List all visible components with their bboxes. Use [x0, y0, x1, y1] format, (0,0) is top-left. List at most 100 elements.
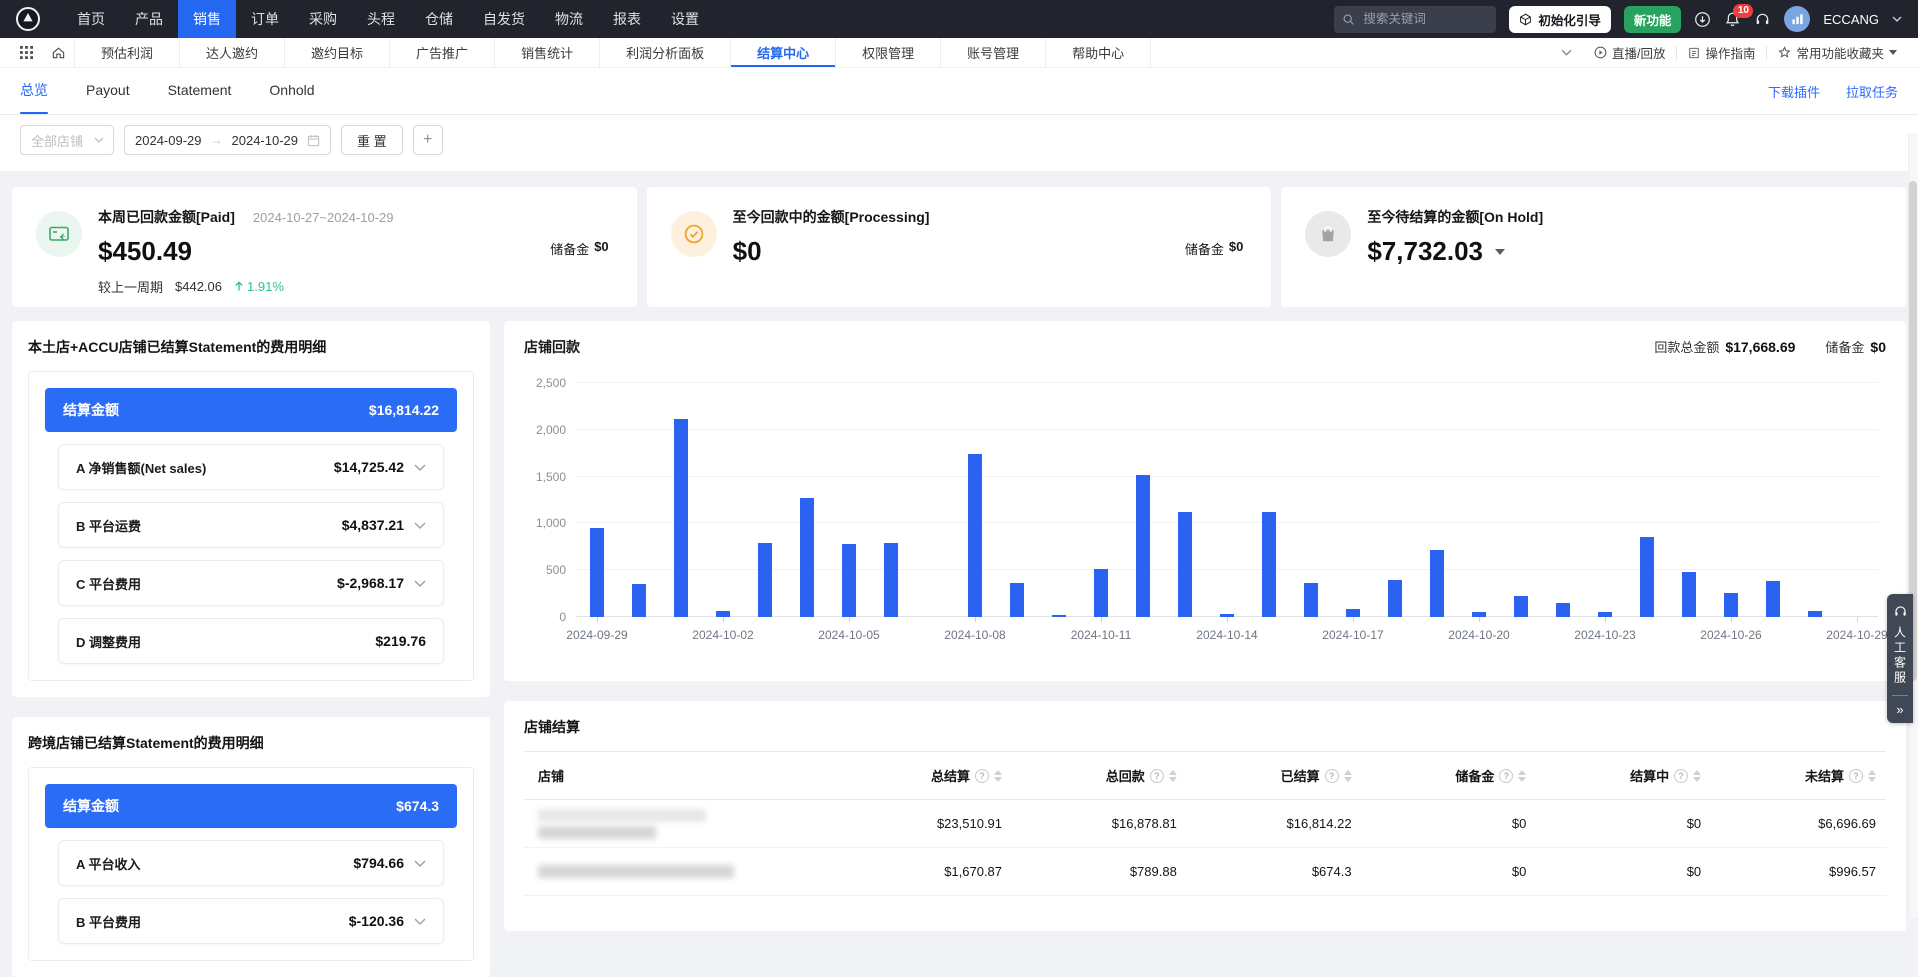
fee-item-row[interactable]: C 平台费用 $-2,968.17	[58, 560, 444, 606]
date-start-value[interactable]: 2024-09-29	[135, 132, 202, 148]
headset-icon[interactable]	[1754, 11, 1771, 28]
date-end-value[interactable]: 2024-10-29	[231, 132, 299, 148]
chart-gridline	[576, 522, 1878, 524]
live-replay-label: 直播/回放	[1611, 47, 1666, 61]
toolbar-tab[interactable]: 达人邀约	[180, 38, 286, 67]
init-guide-button[interactable]: 初始化引导	[1509, 5, 1611, 33]
fee-item-row[interactable]: A 平台收入 $794.66	[58, 840, 444, 886]
topnav-item[interactable]: 头程	[367, 11, 395, 27]
table-header[interactable]: 未结算	[1711, 751, 1886, 800]
avatar[interactable]	[1784, 6, 1811, 32]
live-replay-button[interactable]: 直播/回放	[1583, 45, 1676, 61]
chevron-down-icon[interactable]	[414, 918, 426, 925]
topnav-item[interactable]: 产品	[135, 11, 163, 27]
toolbar-tab[interactable]: 广告推广	[390, 38, 496, 67]
operation-guide-button[interactable]: 操作指南	[1677, 45, 1766, 61]
chart-bar	[1682, 572, 1696, 617]
table-header[interactable]: 总结算	[837, 751, 1013, 800]
sort-icon[interactable]	[1868, 769, 1876, 782]
bell-icon[interactable]: 10	[1724, 3, 1754, 28]
topnav-item[interactable]: 销售	[178, 0, 236, 38]
sort-icon[interactable]	[1518, 769, 1527, 782]
topnav-item[interactable]: 设置	[671, 11, 699, 27]
settlement-table-title: 店铺结算	[524, 719, 580, 735]
chevron-down-icon[interactable]	[414, 464, 426, 471]
apps-grid-icon[interactable]	[10, 38, 42, 67]
toolbar-tab[interactable]: 邀约目标	[285, 38, 391, 67]
customer-service-widget[interactable]: 人工客服 »	[1887, 594, 1913, 723]
topnav-item[interactable]: 报表	[613, 11, 641, 27]
help-icon[interactable]	[1324, 768, 1339, 783]
shop-select[interactable]: 全部店铺	[20, 125, 114, 155]
home-icon[interactable]	[42, 38, 74, 67]
fee-item-value: $14,725.42	[333, 459, 404, 475]
table-header[interactable]: 结算中	[1536, 751, 1712, 800]
topnav-item[interactable]: 自发货	[483, 11, 525, 27]
scrollbar-track[interactable]	[1908, 133, 1918, 918]
add-filter-button[interactable]: +	[412, 125, 443, 155]
toolbar-tab[interactable]: 预估利润	[74, 38, 181, 67]
fee-item-row[interactable]: A 净销售额(Net sales) $14,725.42	[58, 444, 444, 490]
table-header-content: 已结算	[1281, 766, 1352, 785]
page-tab[interactable]: Payout	[86, 82, 130, 98]
fee-header-value: $16,814.22	[368, 402, 439, 418]
search-input[interactable]	[1361, 11, 1482, 27]
scrollbar-thumb[interactable]	[1909, 181, 1917, 681]
fee-item-row[interactable]: B 平台运费 $4,837.21	[58, 502, 444, 548]
collapse-panel-button[interactable]: »	[1896, 702, 1904, 717]
help-icon[interactable]	[1499, 768, 1514, 783]
table-header[interactable]: 储备金	[1361, 751, 1537, 800]
topnav-item[interactable]: 采购	[309, 11, 337, 27]
chevron-down-icon[interactable]	[414, 860, 426, 867]
sort-icon[interactable]	[994, 769, 1003, 782]
download-icon[interactable]	[1694, 11, 1711, 28]
toolbar-tab[interactable]: 销售统计	[495, 38, 601, 67]
fee-item-value: $794.66	[353, 855, 404, 871]
sort-icon[interactable]	[1168, 769, 1177, 782]
chevron-down-icon[interactable]	[414, 522, 426, 529]
toolbar-tab[interactable]: 帮助中心	[1046, 38, 1152, 67]
topnav-item[interactable]: 物流	[555, 11, 583, 27]
topnav-item[interactable]: 仓储	[425, 11, 453, 27]
topnav-item[interactable]: 订单	[251, 11, 279, 27]
table-header-content: 储备金	[1455, 766, 1527, 785]
collapse-chevron-icon[interactable]	[1550, 45, 1583, 61]
table-header[interactable]: 总回款	[1012, 751, 1187, 800]
toolbar-tab[interactable]: 账号管理	[941, 38, 1047, 67]
page-tab[interactable]: Onhold	[269, 82, 315, 98]
chevron-down-icon[interactable]	[414, 580, 426, 587]
chart-gridline	[576, 428, 1878, 430]
topnav-item[interactable]: 首页	[77, 11, 105, 27]
favorites-button[interactable]: 常用功能收藏夹	[1767, 45, 1908, 61]
table-header[interactable]: 已结算	[1186, 751, 1362, 800]
toolbar-tab[interactable]: 利润分析面板	[600, 38, 732, 67]
new-feature-button[interactable]: 新功能	[1623, 5, 1682, 33]
global-search[interactable]	[1334, 5, 1497, 33]
help-icon[interactable]	[975, 768, 990, 783]
sort-icon[interactable]	[1343, 769, 1352, 782]
help-icon[interactable]	[1674, 768, 1689, 783]
pull-task-link[interactable]: 拉取任务	[1845, 84, 1898, 100]
x-axis-tick	[848, 617, 850, 622]
fee-item-label: C 平台费用	[76, 576, 142, 592]
fee-item-row[interactable]: B 平台费用 $-120.36	[58, 898, 444, 944]
help-icon[interactable]	[1849, 768, 1863, 783]
page-tab[interactable]: 总览	[20, 68, 48, 114]
toolbar-tab[interactable]: 结算中心	[731, 38, 837, 67]
date-range-picker[interactable]: 2024-09-29 → 2024-10-29	[124, 125, 331, 155]
x-axis-tick	[1857, 617, 1858, 622]
star-icon	[1778, 46, 1792, 59]
chevron-down-icon[interactable]	[1892, 16, 1902, 22]
card-paid-reserve: 储备金 $0	[550, 239, 608, 258]
help-icon[interactable]	[1149, 768, 1164, 783]
sort-icon[interactable]	[1693, 769, 1702, 782]
account-name[interactable]: ECCANG	[1823, 11, 1879, 27]
onhold-dropdown-caret[interactable]	[1495, 248, 1506, 255]
fee-item-row[interactable]: D 调整费用 $219.76	[58, 618, 444, 664]
app-logo-icon[interactable]	[14, 5, 42, 33]
chart-bar	[1724, 593, 1738, 617]
reset-button[interactable]: 重 置	[341, 125, 403, 155]
toolbar-tab[interactable]: 权限管理	[836, 38, 942, 67]
download-plugin-link[interactable]: 下载插件	[1767, 84, 1820, 100]
page-tab[interactable]: Statement	[167, 82, 232, 98]
